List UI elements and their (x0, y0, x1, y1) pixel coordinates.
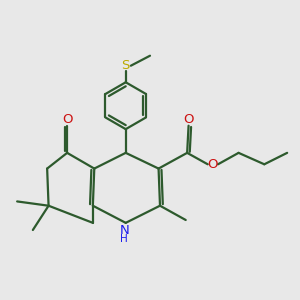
Text: N: N (119, 224, 129, 237)
Text: H: H (120, 234, 128, 244)
Text: O: O (62, 113, 72, 126)
Text: O: O (183, 113, 194, 126)
Text: O: O (208, 158, 218, 171)
Text: S: S (122, 59, 130, 72)
